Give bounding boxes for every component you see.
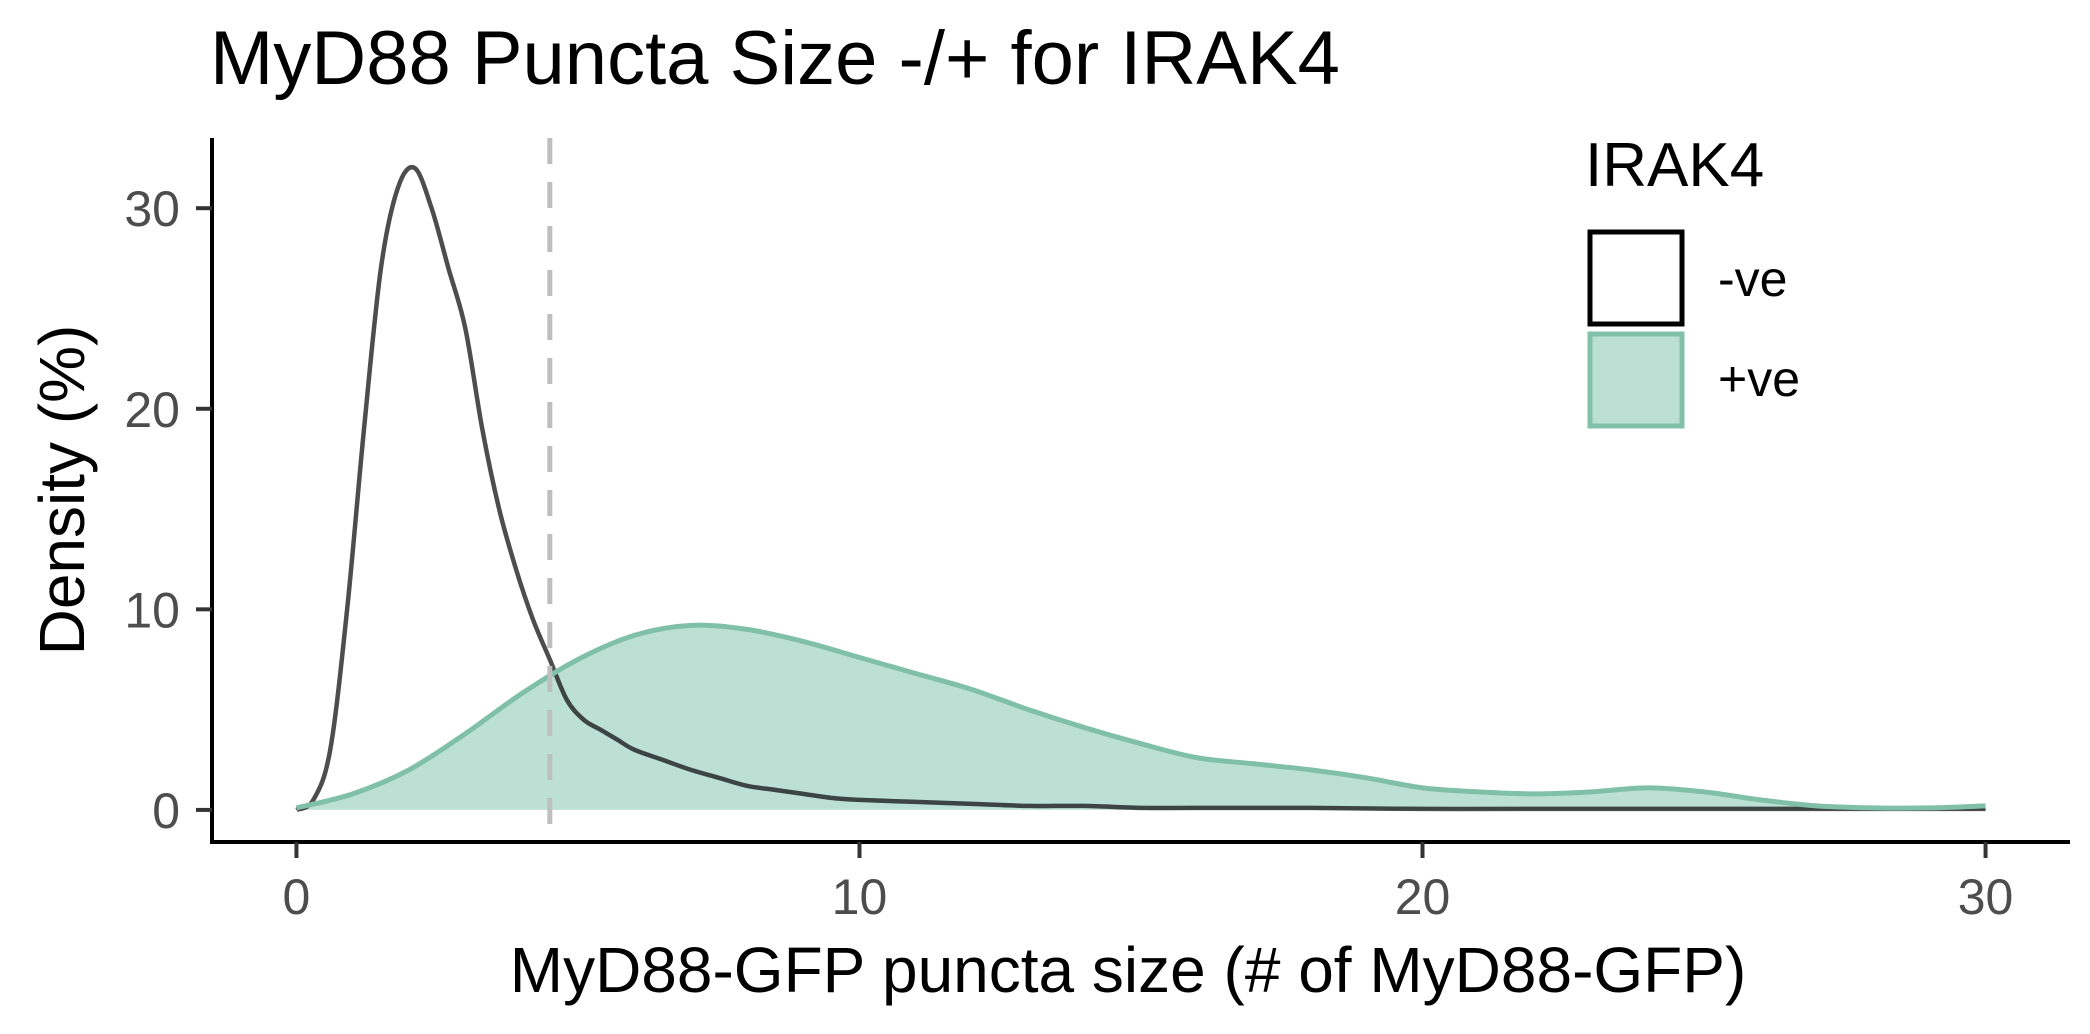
y-axis-ticks: 0 10 20 30 — [124, 181, 212, 839]
y-tick-label: 0 — [152, 783, 180, 839]
x-tick-label: 10 — [832, 869, 888, 925]
plot-area — [295, 138, 1986, 842]
y-axis-title: Density (%) — [26, 325, 98, 656]
x-tick-label: 20 — [1395, 869, 1451, 925]
series-neg-line — [295, 165, 1986, 813]
legend-label-pos: +ve — [1718, 351, 1800, 407]
legend-title: IRAK4 — [1585, 131, 1764, 200]
x-tick-label: 0 — [283, 869, 311, 925]
chart-title: MyD88 Puncta Size -/+ for IRAK4 — [210, 16, 1340, 101]
legend-key-neg — [1587, 229, 1685, 327]
y-tick-label: 10 — [124, 582, 180, 638]
y-tick-label: 20 — [124, 382, 180, 438]
legend-key-pos — [1587, 331, 1685, 429]
x-axis-ticks: 0 10 20 30 — [283, 842, 2014, 925]
y-tick-label: 30 — [124, 181, 180, 237]
series-pos-line — [295, 622, 1986, 811]
legend: IRAK4 -ve +ve — [1585, 131, 1800, 429]
x-axis-title: MyD88-GFP puncta size (# of MyD88-GFP) — [510, 934, 1747, 1006]
x-tick-label: 30 — [1958, 869, 2014, 925]
series-pos-area — [296, 625, 1986, 810]
legend-label-neg: -ve — [1718, 251, 1787, 307]
